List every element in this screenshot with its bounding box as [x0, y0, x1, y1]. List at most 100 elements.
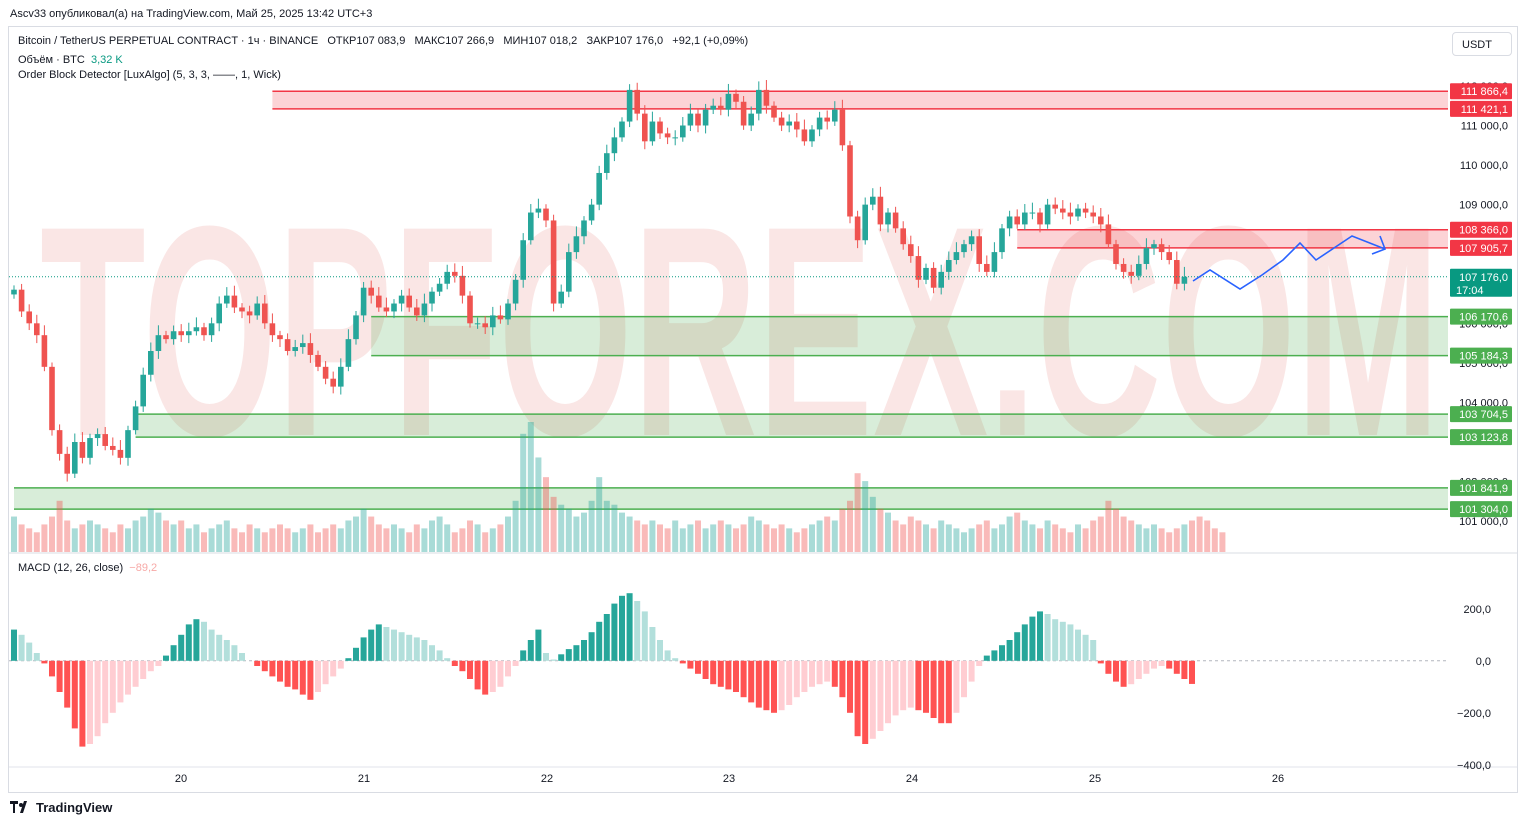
macd-histogram-bar — [1006, 640, 1013, 661]
macd-histogram-bar — [436, 650, 443, 661]
ohlc-low-value: 107 018,2 — [528, 35, 578, 47]
macd-histogram-bar — [831, 660, 838, 687]
macd-histogram-bar — [1189, 660, 1195, 684]
volume-bar — [345, 520, 352, 552]
candle-body — [208, 323, 215, 336]
ohlc-close-label: ЗАКР — [586, 35, 615, 47]
volume-bar — [1067, 532, 1074, 552]
volume-bar — [983, 520, 990, 552]
macd-histogram-bar — [1014, 632, 1021, 661]
volume-bar — [1204, 520, 1211, 552]
volume-bar — [337, 528, 344, 552]
volume-bar — [87, 520, 93, 552]
candle-body — [474, 323, 481, 325]
macd-histogram-bar — [809, 660, 815, 687]
price-label-badge — [1450, 83, 1512, 100]
candle-body — [1151, 244, 1157, 249]
macd-histogram-bar — [786, 660, 793, 705]
macd-tick-label: 0,0 — [1476, 656, 1491, 668]
volume-bar — [1158, 528, 1165, 552]
macd-histogram-bar — [1105, 660, 1112, 674]
price-label-text: 103 123,8 — [1459, 432, 1508, 444]
tradingview-logo[interactable]: TradingView — [10, 800, 112, 816]
candle-body — [406, 295, 412, 308]
macd-histogram-bar — [550, 659, 557, 661]
volume-bar — [505, 516, 511, 552]
candle-body — [1128, 271, 1134, 276]
macd-histogram-bar — [1166, 660, 1173, 669]
macd-histogram-bar — [687, 660, 694, 669]
indicator-legend[interactable]: Order Block Detector [LuxAlgo] (5, 3, 3,… — [18, 69, 281, 81]
volume-bar — [512, 500, 519, 552]
volume-bar — [170, 524, 177, 552]
candle-body — [452, 271, 458, 276]
volume-bar — [1196, 516, 1203, 552]
candle-body — [292, 347, 298, 352]
candle-body — [672, 137, 678, 139]
candle-body — [763, 89, 770, 106]
macd-histogram-bar — [657, 640, 663, 661]
price-label-badge — [1450, 221, 1512, 238]
volume-bar — [140, 516, 147, 552]
candle-body — [816, 117, 823, 130]
macd-histogram-bar — [717, 660, 724, 687]
volume-bar — [1082, 528, 1089, 552]
macd-histogram-bar — [649, 627, 656, 661]
macd-histogram-bar — [1059, 621, 1066, 661]
macd-histogram-bar — [307, 660, 314, 700]
macd-histogram-bar — [763, 660, 770, 711]
macd-tick-label: 200,0 — [1463, 604, 1491, 616]
volume-bar — [1120, 516, 1127, 552]
candle-body — [801, 129, 808, 142]
candle-body — [49, 366, 55, 431]
candle-body — [254, 303, 260, 316]
candle-body — [680, 125, 686, 138]
candle-body — [1052, 204, 1058, 209]
macd-histogram-bar — [1075, 629, 1081, 661]
candle-body — [338, 366, 344, 387]
volume-bar — [786, 528, 793, 552]
candle-body — [740, 101, 747, 126]
macd-histogram-bar — [315, 660, 321, 692]
ohlc-high-value: 107 266,9 — [445, 35, 495, 47]
macd-histogram-bar — [1173, 660, 1180, 674]
candle-body — [170, 331, 177, 340]
volume-bar — [125, 528, 131, 552]
volume-bar — [1059, 528, 1066, 552]
macd-histogram-bar — [193, 619, 200, 661]
macd-histogram-bar — [284, 660, 291, 687]
currency-button[interactable]: USDT — [1452, 32, 1512, 56]
volume-bar — [315, 532, 321, 552]
volume-bar — [717, 520, 724, 552]
candle-body — [1082, 208, 1089, 213]
macd-histogram-bar — [33, 653, 40, 661]
volume-bar — [1113, 508, 1119, 552]
candle-body — [718, 105, 724, 110]
price-label-text: 101 304,0 — [1459, 504, 1508, 516]
candle-body — [414, 307, 420, 316]
volume-bar — [489, 528, 496, 552]
volume-bar — [748, 516, 755, 552]
order-block-zone-bear — [272, 91, 1448, 109]
volume-bar — [33, 532, 40, 552]
price-label-badge — [1450, 239, 1512, 256]
macd-histogram-bar — [588, 632, 595, 661]
candle-body — [528, 212, 534, 241]
candle-body — [34, 323, 40, 336]
volume-bar — [862, 481, 869, 552]
volume-bar — [56, 500, 63, 552]
macd-histogram-bar — [94, 660, 101, 737]
volume-bar — [991, 528, 998, 552]
volume-bar — [520, 433, 527, 552]
volume-legend[interactable]: Объём · BTC 3,32 K — [18, 54, 123, 66]
volume-bar — [596, 477, 603, 552]
symbol-title[interactable]: Bitcoin / TetherUS PERPETUAL CONTRACT · … — [18, 35, 319, 47]
macd-histogram-bar — [398, 632, 405, 661]
candle-body — [110, 445, 116, 450]
candle-body — [239, 307, 245, 312]
macd-legend[interactable]: MACD (12, 26, close) −89,2 — [18, 562, 157, 574]
candle-body — [778, 117, 785, 126]
macd-histogram-bar — [907, 660, 914, 708]
volume-bar — [208, 528, 215, 552]
macd-histogram-bar — [292, 660, 299, 690]
